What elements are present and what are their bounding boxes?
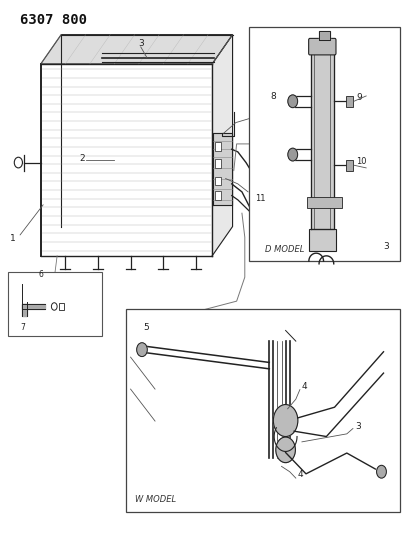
Text: 5: 5 bbox=[143, 324, 149, 333]
Circle shape bbox=[377, 465, 386, 478]
Bar bbox=[215, 177, 221, 185]
Text: 7: 7 bbox=[20, 324, 25, 333]
Text: 3: 3 bbox=[355, 422, 361, 431]
Bar bbox=[346, 96, 353, 107]
Bar bbox=[307, 197, 342, 208]
Circle shape bbox=[137, 343, 147, 357]
Text: 6: 6 bbox=[39, 270, 44, 279]
Bar bbox=[126, 309, 400, 512]
Bar bbox=[215, 159, 221, 168]
Text: 6307 800: 6307 800 bbox=[20, 13, 87, 27]
Text: 4: 4 bbox=[250, 111, 256, 120]
Bar bbox=[309, 229, 335, 251]
Bar bbox=[8, 272, 102, 336]
Polygon shape bbox=[22, 304, 45, 309]
Bar bbox=[249, 27, 400, 261]
Circle shape bbox=[288, 148, 298, 161]
Circle shape bbox=[276, 437, 295, 463]
Text: 8: 8 bbox=[270, 92, 276, 101]
Text: 1: 1 bbox=[10, 234, 16, 243]
Text: 3: 3 bbox=[139, 39, 144, 48]
Bar bbox=[215, 142, 221, 151]
Polygon shape bbox=[311, 53, 334, 229]
Text: 5: 5 bbox=[248, 186, 254, 195]
Circle shape bbox=[273, 405, 298, 437]
Text: 3: 3 bbox=[384, 243, 389, 252]
Text: 9: 9 bbox=[357, 93, 362, 102]
FancyBboxPatch shape bbox=[309, 38, 336, 55]
Polygon shape bbox=[22, 304, 27, 316]
Bar bbox=[346, 160, 353, 171]
Text: 4: 4 bbox=[302, 382, 308, 391]
Polygon shape bbox=[213, 133, 232, 205]
Text: 10: 10 bbox=[356, 157, 366, 166]
Polygon shape bbox=[212, 35, 233, 256]
Circle shape bbox=[288, 95, 298, 108]
Polygon shape bbox=[41, 35, 233, 64]
Text: D MODEL: D MODEL bbox=[265, 245, 305, 254]
Text: 11: 11 bbox=[255, 195, 266, 204]
Text: 2: 2 bbox=[80, 155, 85, 164]
Bar bbox=[215, 191, 221, 200]
Text: W MODEL: W MODEL bbox=[135, 495, 176, 504]
Bar bbox=[59, 303, 64, 310]
Polygon shape bbox=[319, 31, 330, 40]
Text: 4: 4 bbox=[298, 470, 304, 479]
